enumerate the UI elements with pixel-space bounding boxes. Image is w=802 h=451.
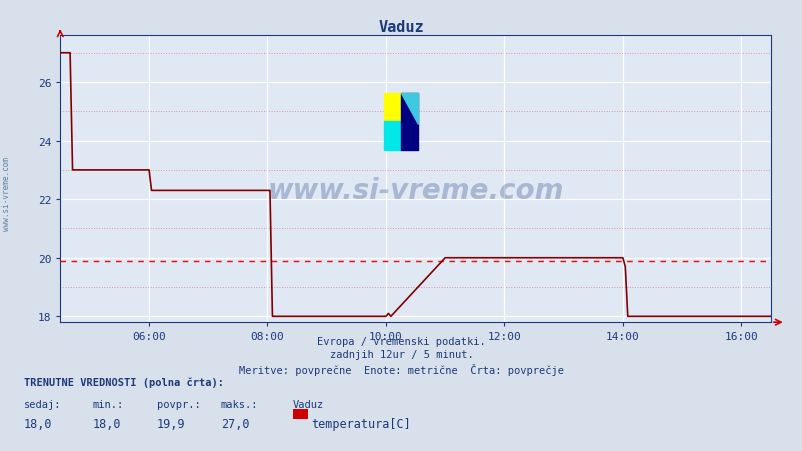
- Text: temperatura[C]: temperatura[C]: [310, 417, 410, 430]
- Text: Evropa / vremenski podatki.: Evropa / vremenski podatki.: [317, 336, 485, 346]
- Text: 19,9: 19,9: [156, 417, 184, 430]
- Text: maks.:: maks.:: [221, 399, 258, 409]
- Polygon shape: [400, 93, 417, 125]
- Bar: [383, 93, 400, 122]
- Text: Vaduz: Vaduz: [293, 399, 324, 409]
- Bar: [400, 93, 417, 151]
- Text: povpr.:: povpr.:: [156, 399, 200, 409]
- Text: www.si-vreme.com: www.si-vreme.com: [267, 177, 563, 205]
- Text: sedaj:: sedaj:: [24, 399, 62, 409]
- Text: Vaduz: Vaduz: [379, 20, 423, 35]
- Text: 18,0: 18,0: [92, 417, 120, 430]
- Text: Meritve: povprečne  Enote: metrične  Črta: povprečje: Meritve: povprečne Enote: metrične Črta:…: [239, 363, 563, 375]
- Text: zadnjih 12ur / 5 minut.: zadnjih 12ur / 5 minut.: [329, 350, 473, 359]
- Text: 27,0: 27,0: [221, 417, 249, 430]
- Text: 18,0: 18,0: [24, 417, 52, 430]
- Bar: [383, 122, 400, 151]
- Text: min.:: min.:: [92, 399, 124, 409]
- Text: www.si-vreme.com: www.si-vreme.com: [2, 157, 11, 231]
- Text: TRENUTNE VREDNOSTI (polna črta):: TRENUTNE VREDNOSTI (polna črta):: [24, 377, 224, 387]
